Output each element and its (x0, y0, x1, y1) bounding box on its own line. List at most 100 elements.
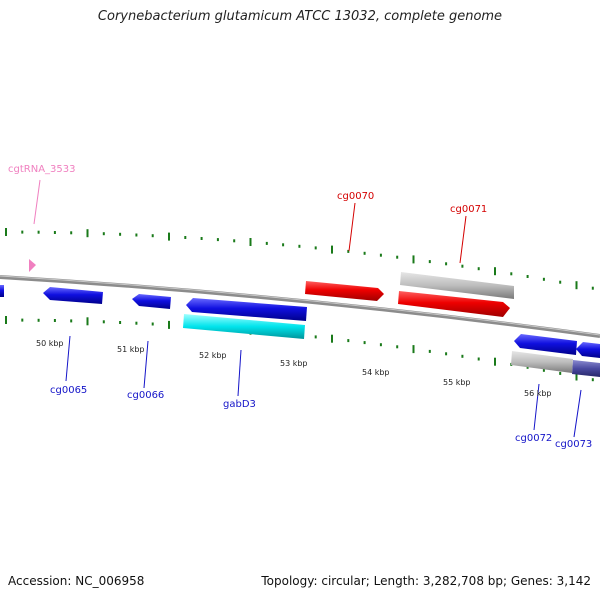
minor-tick (53, 319, 56, 322)
major-tick (86, 317, 89, 326)
scale-label: 51 kbp (117, 345, 145, 354)
scale-label: 54 kbp (362, 368, 390, 377)
minor-tick (119, 321, 122, 324)
label-cg0071[interactable]: cg0071 (450, 204, 487, 215)
minor-tick (21, 230, 24, 234)
minor-tick (37, 230, 40, 234)
label-leaders (33, 179, 582, 438)
minor-tick (282, 243, 285, 247)
trna-feature[interactable] (29, 259, 36, 272)
major-tick (5, 316, 7, 324)
gene-gabD3-arrow[interactable] (186, 298, 307, 321)
genome-backbone (0, 275, 600, 338)
minor-tick (445, 262, 448, 266)
gene-track-cg0073[interactable] (572, 360, 600, 377)
tick-track-upper (5, 228, 594, 290)
minor-tick (102, 320, 105, 324)
accession-label: Accession: NC_006958 (8, 574, 145, 588)
gene-cg0065-arrow[interactable] (43, 287, 103, 304)
label-gabd3[interactable]: gabD3 (223, 399, 256, 410)
major-tick (575, 372, 578, 381)
minor-tick (559, 371, 562, 375)
minor-tick (151, 322, 154, 326)
major-tick (249, 238, 252, 246)
scale-label: 50 kbp (36, 339, 64, 348)
scale-label: 55 kbp (443, 378, 471, 387)
minor-tick (53, 231, 56, 234)
minor-tick (396, 255, 399, 259)
minor-tick (559, 280, 562, 284)
minor-tick (363, 251, 366, 255)
minor-tick (135, 233, 138, 237)
minor-tick (526, 275, 529, 278)
gene-track-cg0072[interactable] (511, 351, 573, 373)
minor-tick (298, 244, 301, 248)
minor-tick (363, 341, 366, 345)
major-tick (412, 255, 415, 264)
major-tick (168, 320, 170, 329)
minor-tick (428, 260, 431, 264)
gene-left-edge-arrow[interactable] (0, 285, 4, 297)
minor-tick (477, 267, 480, 271)
minor-tick (542, 368, 545, 372)
minor-tick (379, 253, 382, 257)
minor-tick (70, 319, 73, 323)
scale-label: 56 kbp (524, 389, 552, 398)
minor-tick (542, 277, 545, 281)
scale-label: 53 kbp (280, 359, 308, 368)
minor-tick (314, 335, 317, 339)
minor-tick (265, 241, 268, 245)
minor-tick (200, 237, 203, 240)
minor-tick (461, 354, 464, 358)
minor-tick (135, 321, 138, 325)
minor-tick (216, 238, 219, 242)
minor-tick (510, 272, 513, 276)
minor-tick (379, 343, 382, 347)
gene-track-cg0071[interactable] (400, 272, 514, 299)
major-tick (168, 232, 170, 241)
major-tick (5, 228, 7, 236)
minor-tick (428, 349, 431, 353)
minor-tick (347, 249, 350, 253)
minor-tick (37, 318, 40, 322)
genome-title: Corynebacterium glutamicum ATCC 13032, c… (97, 9, 503, 24)
minor-tick (70, 231, 73, 235)
scale-label: 52 kbp (199, 351, 227, 360)
major-tick (412, 345, 415, 354)
gene-cg0073-arrow[interactable] (576, 342, 600, 358)
gene-cg0070-arrow[interactable] (305, 281, 384, 301)
label-cg0066[interactable]: cg0066 (127, 390, 164, 401)
minor-tick (591, 378, 594, 382)
major-tick (331, 334, 333, 343)
label-cg0073[interactable]: cg0073 (555, 439, 592, 450)
minor-tick (347, 339, 350, 343)
label-cg0072[interactable]: cg0072 (515, 433, 552, 444)
minor-tick (119, 232, 122, 236)
minor-tick (314, 246, 317, 250)
gene-cg0071-arrow[interactable] (398, 291, 510, 317)
major-tick (331, 245, 333, 254)
genome-stats: Topology: circular; Length: 3,282,708 bp… (261, 574, 591, 588)
minor-tick (445, 352, 448, 356)
minor-tick (526, 365, 529, 369)
minor-tick (21, 318, 24, 322)
label-cgtrna-3533[interactable]: cgtRNA_3533 (8, 164, 76, 175)
major-tick (575, 281, 578, 290)
gene-track-gabD3[interactable] (183, 314, 305, 339)
minor-tick (461, 264, 464, 268)
label-cg0070[interactable]: cg0070 (337, 191, 374, 202)
major-tick (494, 357, 496, 366)
gene-cg0072-arrow[interactable] (514, 334, 577, 355)
major-tick (86, 229, 89, 238)
gene-cg0066-arrow[interactable] (132, 294, 171, 309)
minor-tick (151, 234, 154, 238)
minor-tick (477, 357, 480, 361)
minor-tick (591, 286, 594, 290)
minor-tick (184, 236, 187, 239)
label-cg0065[interactable]: cg0065 (50, 385, 87, 396)
minor-tick (233, 239, 236, 243)
major-tick (494, 267, 496, 276)
minor-tick (102, 232, 105, 236)
minor-tick (396, 345, 399, 349)
